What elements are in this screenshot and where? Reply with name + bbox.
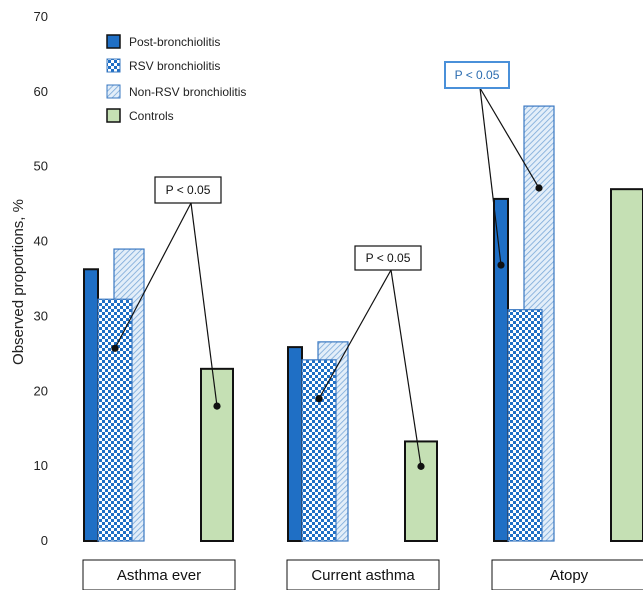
category-labels: Asthma ever Current asthma Atopy	[82, 559, 643, 590]
annotations: P < 0.05 P < 0.05 P < 0.05	[111, 61, 543, 470]
annotation-leader-line	[479, 87, 540, 189]
annotation-dot	[417, 462, 425, 470]
annotation-box	[354, 245, 422, 271]
y-tick-label: 10	[34, 458, 48, 473]
category-label: Current asthma	[311, 567, 415, 584]
category-label: Atopy	[550, 567, 589, 584]
y-tick-label: 70	[34, 9, 48, 24]
legend-label: Controls	[129, 109, 174, 123]
bar-rsv-bronchiolitis-asthma-ever	[97, 298, 133, 542]
annotation-dot	[535, 184, 543, 192]
category-box	[491, 559, 643, 590]
annotation-label: P < 0.05	[366, 251, 411, 265]
y-tick-label: 40	[34, 234, 48, 249]
y-tick-label: 30	[34, 308, 48, 323]
bars	[83, 105, 643, 543]
legend-swatch	[106, 84, 121, 99]
annotation-leader-line	[390, 269, 422, 467]
bar-controls-asthma-ever	[200, 367, 234, 543]
legend-swatch	[106, 58, 121, 73]
legend-label: Post-bronchiolitis	[129, 35, 220, 49]
annotation-label: P < 0.05	[166, 183, 211, 197]
annotation-dot	[497, 261, 505, 269]
bar-post-bronchiolitis-atopy	[493, 197, 509, 542]
legend-label: Non-RSV bronchiolitis	[129, 85, 246, 99]
bar-rsv-bronchiolitis-current-asthma	[301, 359, 337, 542]
y-tick-label: 0	[41, 533, 48, 548]
legend: Post-bronchiolitis RSV bronchiolitis Non-R…	[106, 34, 246, 123]
y-tick-label: 60	[34, 84, 48, 99]
annotation-dot	[315, 395, 323, 403]
annotation-leader-line	[114, 202, 192, 349]
annotation-dot	[213, 402, 221, 410]
annotation-box	[444, 61, 510, 89]
annotation-dot	[111, 344, 119, 352]
bar-rsv-bronchiolitis-atopy	[507, 309, 543, 542]
y-tick-label: 20	[34, 383, 48, 398]
annotation-leader-line	[318, 269, 392, 399]
y-axis: 0 10 20 30 40 50 60 70	[34, 9, 48, 548]
y-tick-label: 50	[34, 159, 48, 174]
annotation-box	[154, 176, 222, 204]
bar-controls-atopy	[610, 188, 643, 543]
category-label: Asthma ever	[117, 567, 201, 584]
annotation-leader-line	[190, 202, 218, 407]
bar-controls-current-asthma	[404, 440, 438, 542]
legend-swatch	[106, 108, 121, 123]
legend-swatch	[106, 34, 121, 49]
annotation-leader-line	[479, 87, 502, 266]
annotation-label: P < 0.05	[455, 68, 500, 82]
legend-label: RSV bronchiolitis	[129, 59, 220, 73]
bar-post-bronchiolitis-asthma-ever	[83, 268, 99, 542]
y-axis-label: Observed proportions, %	[10, 199, 27, 365]
bar-post-bronchiolitis-current-asthma	[287, 346, 303, 542]
category-box	[82, 559, 236, 590]
category-box	[286, 559, 440, 590]
